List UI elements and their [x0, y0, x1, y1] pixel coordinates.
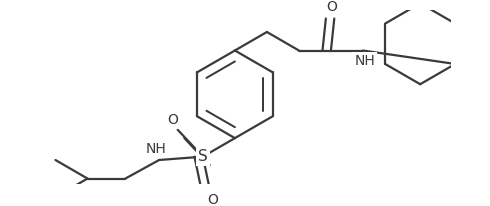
- Text: O: O: [326, 0, 337, 14]
- Text: O: O: [167, 113, 178, 126]
- Text: O: O: [208, 193, 219, 206]
- Text: NH: NH: [354, 54, 375, 68]
- Text: S: S: [198, 149, 208, 164]
- Text: NH: NH: [146, 142, 166, 156]
